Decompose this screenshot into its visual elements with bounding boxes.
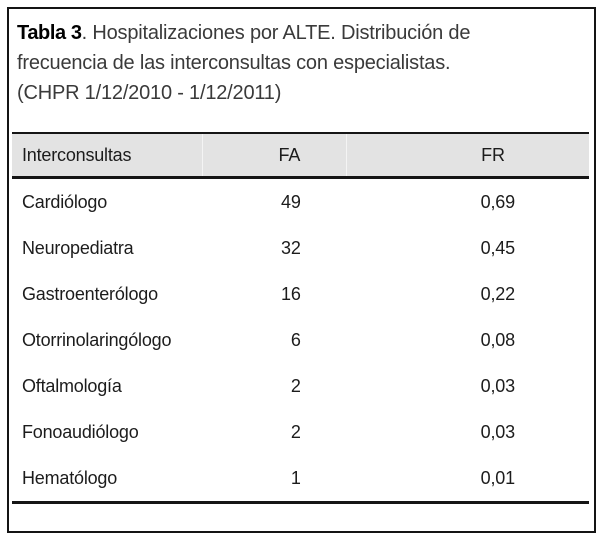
specialist-cell: Hematólogo xyxy=(12,455,203,504)
specialist-cell: Gastroenterólogo xyxy=(22,283,158,304)
specialist-cell: Fonoaudiólogo xyxy=(22,421,139,442)
table-row: Oftalmología 2 0,03 xyxy=(12,363,589,409)
fa-value-cell: 6 xyxy=(290,329,301,350)
column-header-fr: FR xyxy=(346,132,589,179)
fa-value-cell: 2 xyxy=(290,421,301,442)
table-body: Cardiólogo 49 0,69 Neuropediatra 32 0,45 Gastr… xyxy=(12,178,589,504)
table-row: Cardiólogo 49 0,69 xyxy=(12,178,589,226)
table-container: Interconsultas FA FR Cardiólogo 49 0,69 Neu… xyxy=(12,132,589,504)
table-header-row: Interconsultas FA FR xyxy=(12,132,589,179)
caption-line-1-text: . Hospitalizaciones por ALTE. Distribuci… xyxy=(81,22,471,44)
specialist-cell: Neuropediatra xyxy=(22,237,134,258)
fa-value-cell: 49 xyxy=(281,191,301,212)
specialist-cell: Otorrinolaringólogo xyxy=(22,329,172,350)
fr-value-cell: 0,22 xyxy=(480,283,515,304)
fa-value-cell: 32 xyxy=(281,237,301,258)
fr-value-cell: 0,03 xyxy=(480,421,515,442)
fr-value-cell: 0,45 xyxy=(480,237,515,258)
caption-table-number: Tabla 3 xyxy=(17,22,82,44)
table-row: Fonoaudiólogo 2 0,03 xyxy=(12,409,589,455)
figure-frame: Tabla 3. Hospitalizaciones por ALTE. Dis… xyxy=(7,7,596,533)
table-row: Otorrinolaringólogo 6 0,08 xyxy=(12,317,589,363)
fr-value-cell: 0,08 xyxy=(480,329,515,350)
table-caption: Tabla 3. Hospitalizaciones por ALTE. Dis… xyxy=(17,18,584,108)
caption-line-1: Tabla 3. Hospitalizaciones por ALTE. Dis… xyxy=(17,18,584,48)
table-row: Neuropediatra 32 0,45 xyxy=(12,225,589,271)
fa-value-cell: 16 xyxy=(281,283,301,304)
specialist-cell: Cardiólogo xyxy=(22,191,108,212)
column-header-fa: FA xyxy=(202,132,348,179)
caption-line-2: frecuencia de las interconsultas con esp… xyxy=(17,52,451,74)
fr-value-cell: 0,03 xyxy=(480,375,515,396)
fa-value-cell: 1 xyxy=(202,455,347,504)
fr-value-cell: 0,69 xyxy=(480,191,515,212)
fa-value-cell: 2 xyxy=(290,375,301,396)
table-row: Hematólogo 1 0,01 xyxy=(12,455,589,504)
fr-value-cell: 0,01 xyxy=(346,455,589,504)
caption-line-3: (CHPR 1/12/2010 - 1/12/2011) xyxy=(17,82,282,104)
column-header-interconsultas: Interconsultas xyxy=(12,132,203,179)
table-row: Gastroenterólogo 16 0,22 xyxy=(12,271,589,317)
specialist-cell: Oftalmología xyxy=(22,375,122,396)
interconsultas-table: Interconsultas FA FR Cardiólogo 49 0,69 Neu… xyxy=(12,132,589,504)
